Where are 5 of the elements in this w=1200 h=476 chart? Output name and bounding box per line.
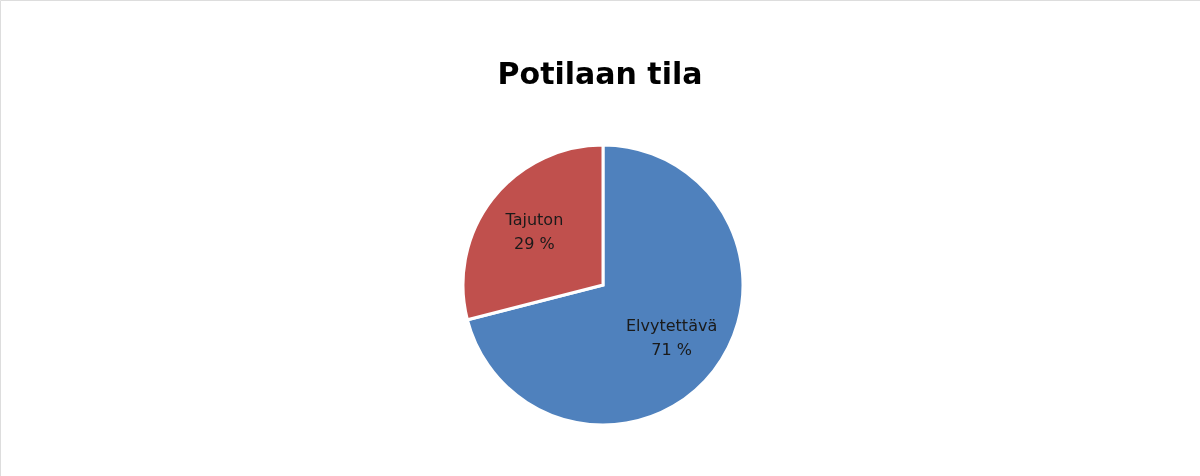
slice-label: Tajuton <box>504 209 564 229</box>
data-label: 29 % <box>514 233 555 253</box>
slice-label: Elvytettävä <box>625 316 718 336</box>
data-label: 71 % <box>651 340 692 360</box>
chart-title: Potilaan tila <box>497 56 703 91</box>
